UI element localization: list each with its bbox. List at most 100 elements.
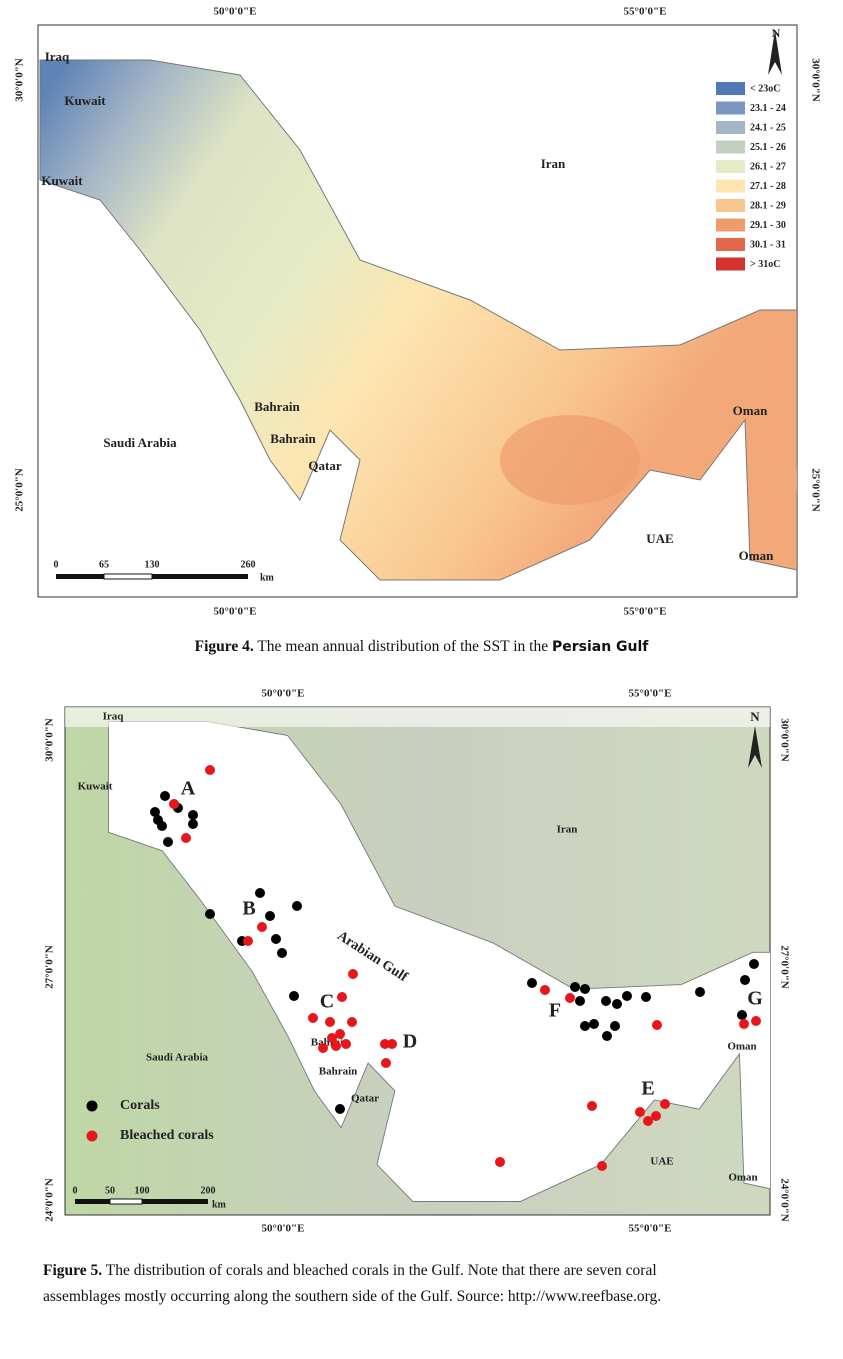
- bleached-coral-site: [205, 765, 215, 775]
- bleached-coral-site: [651, 1111, 661, 1121]
- site-label: G: [747, 988, 763, 1010]
- bleached-coral-site: [380, 1039, 390, 1049]
- coral-site: [570, 982, 580, 992]
- legend-label: 30.1 - 31: [750, 239, 786, 250]
- place-label: Iran: [557, 824, 578, 836]
- bleached-coral-site: [347, 1017, 357, 1027]
- site-label: F: [549, 1000, 561, 1022]
- bleached-coral-site: [643, 1116, 653, 1126]
- place-label: Kuwait: [64, 93, 106, 108]
- bleached-coral-site: [587, 1101, 597, 1111]
- bleached-coral-site: [257, 922, 267, 932]
- legend-swatch: [716, 160, 745, 173]
- caption: Figure 5. The distribution of corals and…: [43, 1258, 661, 1310]
- bleached-coral-site: [308, 1013, 318, 1023]
- legend-swatch: [716, 82, 745, 95]
- scale-label: km: [260, 572, 275, 583]
- bleached-coral-site: [337, 992, 347, 1002]
- bleached-coral-site: [597, 1161, 607, 1171]
- coral-site: [580, 1021, 590, 1031]
- warm-patch: [500, 415, 640, 505]
- warm-patch: [753, 410, 797, 550]
- legend-marker: [86, 1130, 98, 1142]
- coral-site: [150, 807, 160, 817]
- coord-label: 55°0'0"E: [624, 6, 667, 18]
- coral-site: [188, 819, 198, 829]
- legend-swatch: [716, 257, 745, 271]
- coord-label: 55°0'0"E: [629, 688, 672, 700]
- place-label: Kuwait: [41, 173, 83, 188]
- bleached-coral-site: [348, 969, 358, 979]
- legend-label: 23.1 - 24: [750, 103, 786, 114]
- coral-site: [265, 911, 275, 921]
- bleached-coral-site: [243, 936, 253, 946]
- coord-label: 24°0'0"N: [778, 1178, 790, 1222]
- legend-label: 24.1 - 25: [750, 122, 786, 133]
- place-label: Bahrain: [254, 399, 300, 414]
- bleached-coral-site: [635, 1107, 645, 1117]
- legend-swatch: [716, 179, 745, 193]
- north-label: N: [772, 26, 781, 40]
- place-label: Iraq: [45, 49, 70, 64]
- bleached-coral-site: [325, 1017, 335, 1027]
- caption: Figure 4. The mean annual distribution o…: [0, 638, 843, 656]
- legend-swatch: [716, 121, 745, 134]
- bleached-coral-site: [540, 985, 550, 995]
- coral-site: [289, 991, 299, 1001]
- bleached-coral-site: [341, 1039, 351, 1049]
- coral-map: [64, 706, 771, 1216]
- caption-emphasis: Persian Gulf: [551, 639, 649, 655]
- bleached-coral-site: [169, 799, 179, 809]
- bleached-coral-site: [381, 1058, 391, 1068]
- scale-label: 65: [99, 559, 109, 570]
- legend-swatch: [716, 238, 745, 251]
- coral-site: [575, 996, 585, 1006]
- place-label: Oman: [733, 403, 768, 418]
- legend-label: Bleached corals: [120, 1128, 214, 1143]
- place-label: Oman: [739, 548, 774, 563]
- coral-site: [163, 837, 173, 847]
- north-arrow: [748, 726, 762, 768]
- coral-site: [602, 1031, 612, 1041]
- scale-label: 50: [105, 1185, 115, 1196]
- coord-label: 24°0'0"N: [44, 1178, 56, 1222]
- coral-site: [749, 959, 759, 969]
- place-label: Kuwait: [78, 781, 113, 793]
- coral-site: [527, 978, 537, 988]
- bleached-coral-site: [660, 1099, 670, 1109]
- caption-label: Figure 4.: [194, 638, 254, 655]
- coral-site: [255, 888, 265, 898]
- bleached-coral-site: [331, 1041, 341, 1051]
- place-label: Bahrain: [270, 431, 316, 446]
- bleached-coral-site: [652, 1020, 662, 1030]
- coral-site: [641, 992, 651, 1002]
- coord-label: 27°0'0"N: [778, 945, 790, 989]
- site-label: A: [181, 778, 196, 800]
- coord-label: 50°0'0"E: [214, 606, 257, 618]
- coral-site: [271, 934, 281, 944]
- site-label: E: [641, 1078, 654, 1100]
- legend-label: < 23oC: [750, 83, 780, 94]
- coord-label: 30°0'0"N: [778, 718, 790, 762]
- coord-label: 50°0'0"E: [214, 6, 257, 18]
- scale-label: 0: [73, 1185, 78, 1196]
- legend-label: 26.1 - 27: [750, 161, 786, 172]
- coral-site: [612, 999, 622, 1009]
- place-label: Saudi Arabia: [146, 1052, 209, 1064]
- legend-label: > 31oC: [750, 259, 780, 270]
- coral-site: [737, 1010, 747, 1020]
- bleached-coral-site: [565, 993, 575, 1003]
- coral-site: [601, 996, 611, 1006]
- coral-site: [160, 791, 170, 801]
- place-label: Qatar: [351, 1093, 379, 1105]
- coral-site: [622, 991, 632, 1001]
- legend-swatch: [716, 101, 745, 115]
- place-label: UAE: [650, 1156, 673, 1168]
- north-label: N: [750, 709, 760, 724]
- north-arrow: [768, 30, 782, 75]
- bleached-coral-site: [335, 1029, 345, 1039]
- scale-label: 200: [201, 1185, 216, 1196]
- bleached-coral-site: [739, 1019, 749, 1029]
- place-label: Bahrain: [319, 1066, 358, 1078]
